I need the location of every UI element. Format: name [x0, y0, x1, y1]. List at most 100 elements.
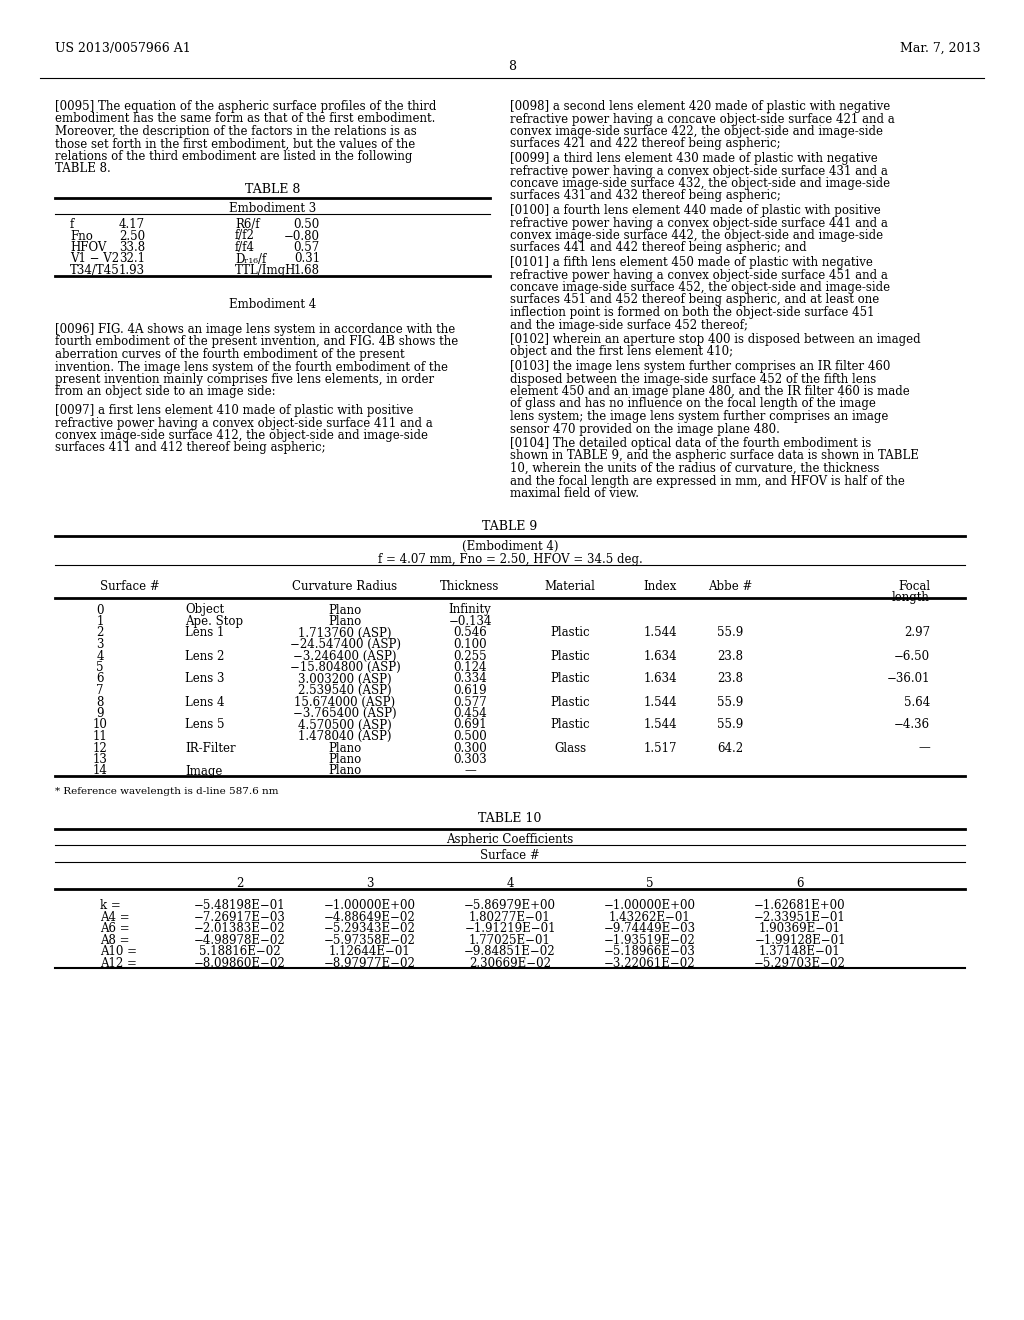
Text: −3.246400 (ASP): −3.246400 (ASP) [293, 649, 396, 663]
Text: 1.478040 (ASP): 1.478040 (ASP) [298, 730, 392, 743]
Text: f/f2: f/f2 [234, 230, 255, 243]
Text: 64.2: 64.2 [717, 742, 743, 755]
Text: f = 4.07 mm, Fno = 2.50, HFOV = 34.5 deg.: f = 4.07 mm, Fno = 2.50, HFOV = 34.5 deg… [378, 553, 642, 565]
Text: 0.334: 0.334 [454, 672, 486, 685]
Text: 2.97: 2.97 [904, 627, 930, 639]
Text: from an object side to an image side:: from an object side to an image side: [55, 385, 275, 399]
Text: 0.303: 0.303 [454, 752, 486, 766]
Text: −1.00000E+00: −1.00000E+00 [604, 899, 696, 912]
Text: −0.80: −0.80 [284, 230, 319, 243]
Text: 1.90369E−01: 1.90369E−01 [759, 923, 841, 936]
Text: [0097] a first lens element 410 made of plastic with positive: [0097] a first lens element 410 made of … [55, 404, 414, 417]
Text: [0095] The equation of the aspheric surface profiles of the third: [0095] The equation of the aspheric surf… [55, 100, 436, 114]
Text: 0.50: 0.50 [294, 218, 319, 231]
Text: A4 =: A4 = [100, 911, 130, 924]
Text: Plastic: Plastic [550, 649, 590, 663]
Text: 14: 14 [92, 764, 108, 777]
Text: element 450 and an image plane 480, and the IR filter 460 is made: element 450 and an image plane 480, and … [510, 385, 909, 399]
Text: −5.48198E−01: −5.48198E−01 [195, 899, 286, 912]
Text: fourth embodiment of the present invention, and FIG. 4B shows the: fourth embodiment of the present inventi… [55, 335, 459, 348]
Text: −5.29343E−02: −5.29343E−02 [324, 923, 416, 936]
Text: −5.18966E−03: −5.18966E−03 [604, 945, 696, 958]
Text: 1.544: 1.544 [643, 718, 677, 731]
Text: [0101] a fifth lens element 450 made of plastic with negative: [0101] a fifth lens element 450 made of … [510, 256, 872, 269]
Text: [0102] wherein an aperture stop 400 is disposed between an imaged: [0102] wherein an aperture stop 400 is d… [510, 333, 921, 346]
Text: Abbe #: Abbe # [708, 579, 753, 593]
Text: sensor 470 provided on the image plane 480.: sensor 470 provided on the image plane 4… [510, 422, 780, 436]
Text: −2.01383E−02: −2.01383E−02 [195, 923, 286, 936]
Text: 5.64: 5.64 [904, 696, 930, 709]
Text: 12: 12 [92, 742, 108, 755]
Text: convex image-side surface 442, the object-side and image-side: convex image-side surface 442, the objec… [510, 228, 883, 242]
Text: −4.36: −4.36 [894, 718, 930, 731]
Text: Curvature Radius: Curvature Radius [293, 579, 397, 593]
Text: −5.86979E+00: −5.86979E+00 [464, 899, 556, 912]
Text: −2.33951E−01: −2.33951E−01 [754, 911, 846, 924]
Text: maximal field of view.: maximal field of view. [510, 487, 639, 500]
Text: Embodiment 4: Embodiment 4 [229, 298, 316, 312]
Text: 10: 10 [92, 718, 108, 731]
Text: lens system; the image lens system further comprises an image: lens system; the image lens system furth… [510, 411, 889, 422]
Text: 23.8: 23.8 [717, 649, 743, 663]
Text: [0096] FIG. 4A shows an image lens system in accordance with the: [0096] FIG. 4A shows an image lens syste… [55, 323, 456, 337]
Text: −9.84851E−02: −9.84851E−02 [464, 945, 556, 958]
Text: 2: 2 [237, 876, 244, 890]
Text: Embodiment 3: Embodiment 3 [229, 202, 316, 214]
Text: 1.634: 1.634 [643, 672, 677, 685]
Text: Plano: Plano [329, 742, 361, 755]
Text: −5.97358E−02: −5.97358E−02 [324, 933, 416, 946]
Text: −6.50: −6.50 [894, 649, 930, 663]
Text: convex image-side surface 422, the object-side and image-side: convex image-side surface 422, the objec… [510, 125, 883, 139]
Text: 0.124: 0.124 [454, 661, 486, 675]
Text: Index: Index [643, 579, 677, 593]
Text: [0098] a second lens element 420 made of plastic with negative: [0098] a second lens element 420 made of… [510, 100, 890, 114]
Text: −1.99128E−01: −1.99128E−01 [755, 933, 846, 946]
Text: −3.765400 (ASP): −3.765400 (ASP) [293, 708, 397, 719]
Text: 1.68: 1.68 [294, 264, 319, 277]
Text: HFOV: HFOV [70, 242, 106, 253]
Text: 4.570500 (ASP): 4.570500 (ASP) [298, 718, 392, 731]
Text: −0.134: −0.134 [449, 615, 492, 628]
Text: [0099] a third lens element 430 made of plastic with negative: [0099] a third lens element 430 made of … [510, 152, 878, 165]
Text: 0.691: 0.691 [454, 718, 486, 731]
Text: −7.26917E−03: −7.26917E−03 [195, 911, 286, 924]
Text: −9.74449E−03: −9.74449E−03 [604, 923, 696, 936]
Text: Lens 5: Lens 5 [185, 718, 224, 731]
Text: 13: 13 [92, 752, 108, 766]
Text: 0.454: 0.454 [454, 708, 486, 719]
Text: surfaces 421 and 422 thereof being aspheric;: surfaces 421 and 422 thereof being asphe… [510, 137, 780, 150]
Text: A12 =: A12 = [100, 957, 137, 970]
Text: 1: 1 [96, 615, 103, 628]
Text: shown in TABLE 9, and the aspheric surface data is shown in TABLE: shown in TABLE 9, and the aspheric surfa… [510, 450, 919, 462]
Text: of glass and has no influence on the focal length of the image: of glass and has no influence on the foc… [510, 397, 876, 411]
Text: 1.80277E−01: 1.80277E−01 [469, 911, 551, 924]
Text: and the focal length are expressed in mm, and HFOV is half of the: and the focal length are expressed in mm… [510, 474, 905, 487]
Text: 1.517: 1.517 [643, 742, 677, 755]
Text: 55.9: 55.9 [717, 627, 743, 639]
Text: f/f4: f/f4 [234, 242, 255, 253]
Text: 1.43262E−01: 1.43262E−01 [609, 911, 691, 924]
Text: refractive power having a convex object-side surface 451 and a: refractive power having a convex object-… [510, 268, 888, 281]
Text: inflection point is formed on both the object-side surface 451: inflection point is formed on both the o… [510, 306, 874, 319]
Text: TABLE 8: TABLE 8 [245, 183, 300, 195]
Text: Plastic: Plastic [550, 672, 590, 685]
Text: A8 =: A8 = [100, 933, 129, 946]
Text: 2: 2 [96, 627, 103, 639]
Text: Object: Object [185, 603, 224, 616]
Text: 10, wherein the units of the radius of curvature, the thickness: 10, wherein the units of the radius of c… [510, 462, 880, 475]
Text: k =: k = [100, 899, 121, 912]
Text: TABLE 10: TABLE 10 [478, 812, 542, 825]
Text: [0103] the image lens system further comprises an IR filter 460: [0103] the image lens system further com… [510, 360, 891, 374]
Text: 0.500: 0.500 [454, 730, 486, 743]
Text: 9: 9 [96, 708, 103, 719]
Text: IR-Filter: IR-Filter [185, 742, 236, 755]
Text: invention. The image lens system of the fourth embodiment of the: invention. The image lens system of the … [55, 360, 449, 374]
Text: 5: 5 [96, 661, 103, 675]
Text: Lens 1: Lens 1 [185, 627, 224, 639]
Text: 4.17: 4.17 [119, 218, 145, 231]
Text: and the image-side surface 452 thereof;: and the image-side surface 452 thereof; [510, 318, 748, 331]
Text: 15.674000 (ASP): 15.674000 (ASP) [295, 696, 395, 709]
Text: 1.77025E−01: 1.77025E−01 [469, 933, 551, 946]
Text: 0.31: 0.31 [294, 252, 319, 265]
Text: 33.8: 33.8 [119, 242, 145, 253]
